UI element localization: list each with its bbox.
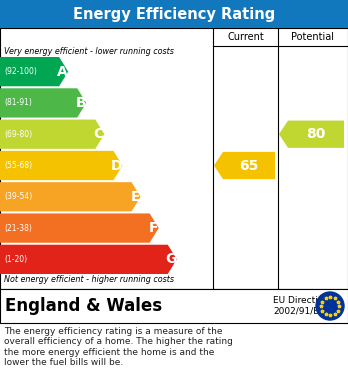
Polygon shape: [0, 88, 86, 118]
Polygon shape: [279, 120, 344, 148]
Bar: [0, 28, 348, 289]
Text: (92-100): (92-100): [4, 67, 37, 76]
Text: EU Directive
2002/91/EC: EU Directive 2002/91/EC: [273, 296, 329, 316]
Text: England & Wales: England & Wales: [5, 297, 162, 315]
Text: Current: Current: [227, 32, 264, 42]
Text: Potential: Potential: [292, 32, 334, 42]
Text: Energy Efficiency Rating: Energy Efficiency Rating: [73, 7, 275, 22]
Text: C: C: [94, 127, 104, 141]
Polygon shape: [0, 57, 68, 86]
Polygon shape: [214, 152, 275, 179]
Circle shape: [316, 292, 344, 320]
Text: (21-38): (21-38): [4, 224, 32, 233]
Text: Not energy efficient - higher running costs: Not energy efficient - higher running co…: [4, 275, 174, 284]
Text: The energy efficiency rating is a measure of the
overall efficiency of a home. T: The energy efficiency rating is a measur…: [4, 327, 233, 367]
Text: 80: 80: [306, 127, 326, 141]
Text: (81-91): (81-91): [4, 99, 32, 108]
Text: B: B: [76, 96, 86, 110]
Text: (69-80): (69-80): [4, 130, 32, 139]
Text: A: A: [57, 65, 68, 79]
Text: G: G: [166, 252, 177, 266]
Text: Very energy efficient - lower running costs: Very energy efficient - lower running co…: [4, 47, 174, 56]
Bar: [0, 0, 348, 28]
Polygon shape: [0, 120, 104, 149]
Polygon shape: [0, 182, 141, 212]
Text: F: F: [149, 221, 158, 235]
Text: E: E: [130, 190, 140, 204]
Bar: [0, 289, 348, 323]
Text: (1-20): (1-20): [4, 255, 27, 264]
Polygon shape: [0, 151, 122, 180]
Text: (55-68): (55-68): [4, 161, 32, 170]
Polygon shape: [0, 213, 159, 243]
Polygon shape: [0, 245, 177, 274]
Text: 65: 65: [239, 158, 258, 172]
Text: (39-54): (39-54): [4, 192, 32, 201]
Text: D: D: [111, 158, 123, 172]
